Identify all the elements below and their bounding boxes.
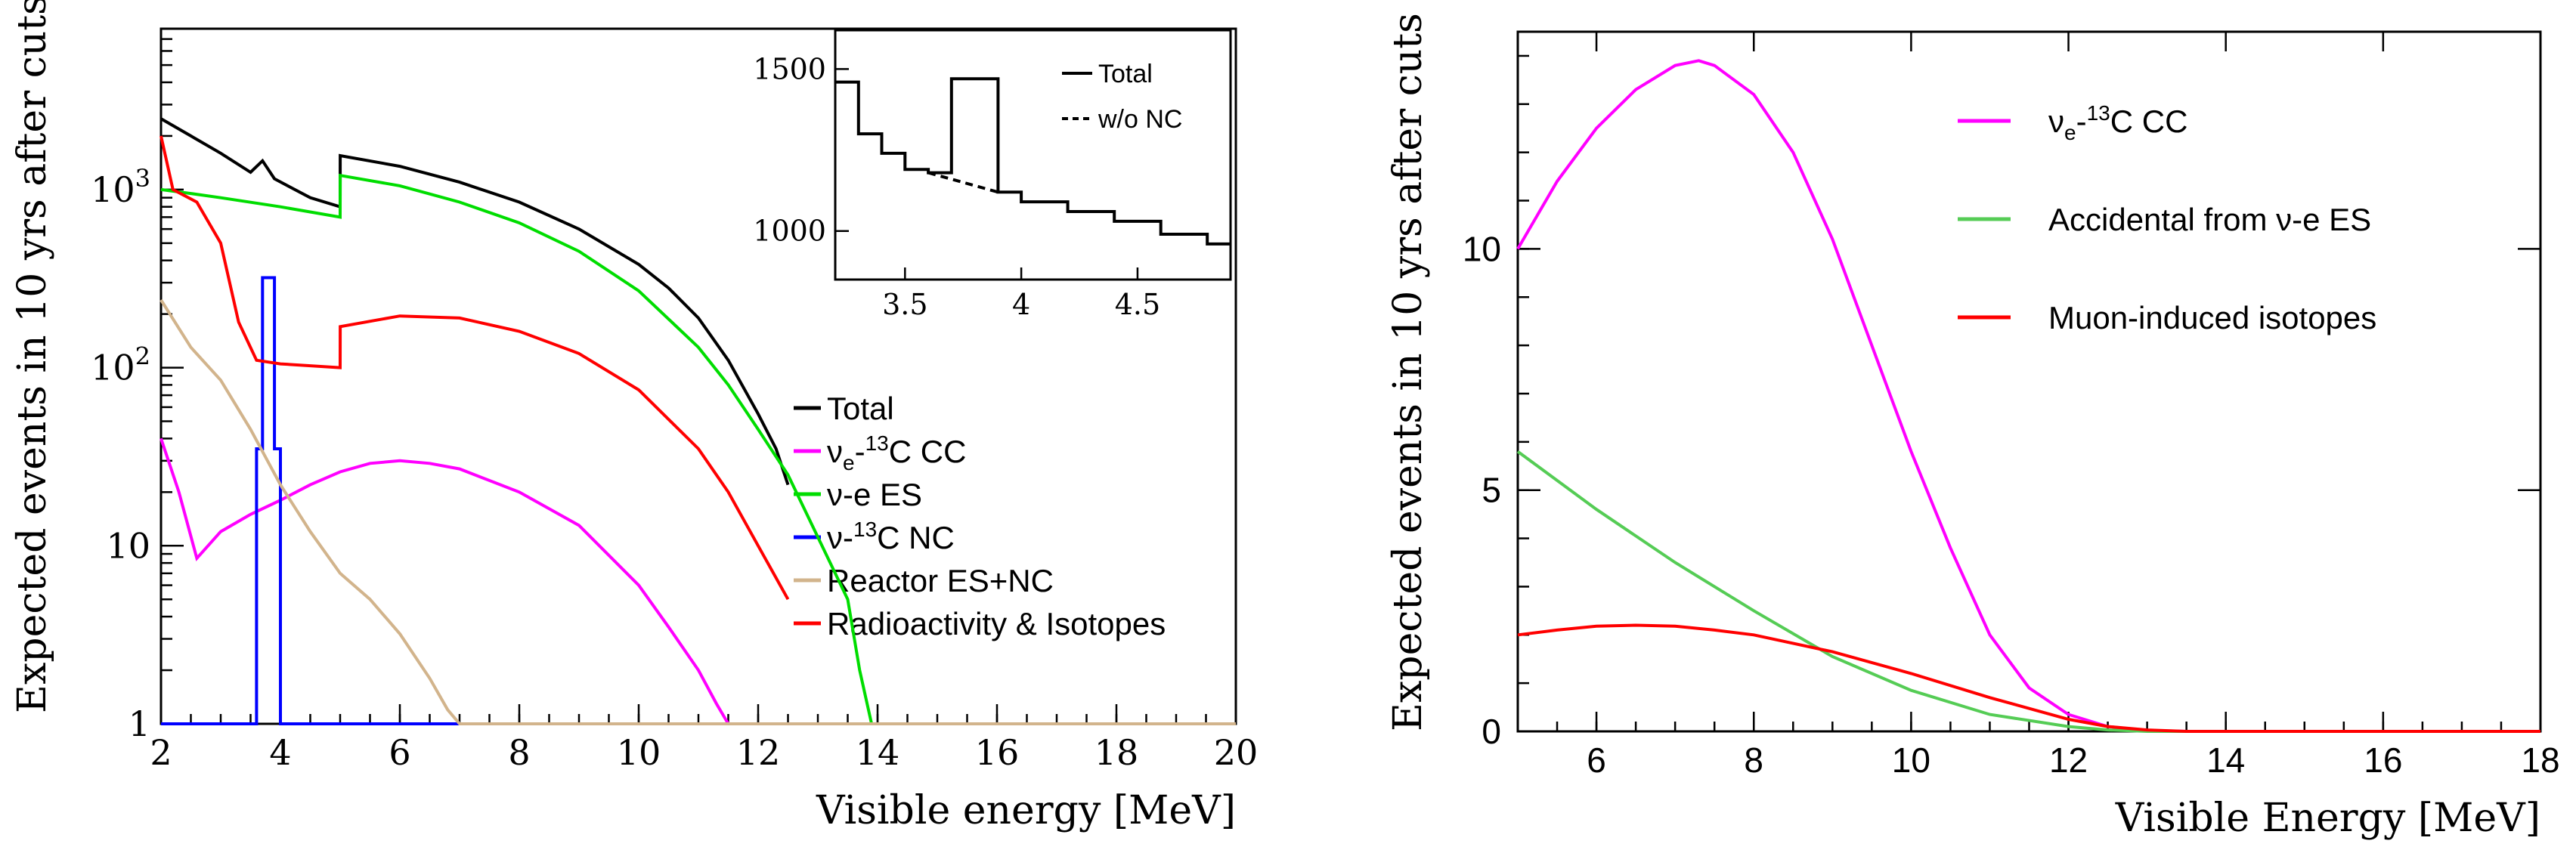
series-total (160, 117, 790, 486)
left-x-axis-title: Visible energy [MeV] (816, 788, 1236, 833)
right-y-axis-title: Expected events in 10 yrs after cuts (1386, 13, 1431, 731)
legend-label: νe-13C CC (2048, 101, 2187, 144)
legend-label: νe-13C CC (827, 431, 966, 474)
left-legend-background (786, 382, 1232, 646)
x-tick-label: 10 (1892, 740, 1930, 780)
left-chart: 2 4 6 8 10 12 14 16 18 20 1 10 102 103 Visible energy … (10, 0, 1258, 833)
series-muon-induced-isotopes (1517, 623, 2540, 733)
legend-label: Muon-induced isotopes (2048, 300, 2376, 335)
x-tick-label: 8 (508, 732, 530, 773)
y-tick-label: 1 (128, 703, 150, 744)
x-tick-label: 2 (150, 732, 172, 773)
x-tick-label: 16 (2364, 740, 2402, 780)
series-v-e-es (160, 173, 874, 725)
x-tick-label: 12 (736, 732, 781, 773)
y-tick-label: 103 (91, 164, 150, 210)
left-legend: Total νe-13C CCν-e ES ν-13C NC Reactor ES+N… (786, 382, 1232, 646)
series-ve-13c-cc (159, 437, 730, 725)
inset-legend-label: w/o NC (1098, 105, 1182, 134)
left-y-axis-title: Expected events in 10 yrs after cuts (10, 0, 55, 713)
x-tick-label: 6 (389, 732, 410, 773)
series-ve-13c-cc (1516, 59, 2540, 733)
right-chart: 6 8 10 12 14 16 18 0 5 10 Visible Energy [MeV] Expe… (1386, 13, 2560, 841)
right-series (1516, 59, 2540, 733)
x-tick-label: 16 (975, 732, 1020, 773)
x-tick-label: 12 (2049, 740, 2088, 780)
series-v-13c-nc (161, 276, 1236, 725)
legend-label: Accidental from ν-e ES (2048, 202, 2371, 237)
x-tick-label: 14 (856, 732, 900, 773)
x-tick-label: 18 (2521, 740, 2559, 780)
inset-background (835, 30, 1231, 280)
x-tick-label: 18 (1094, 732, 1139, 773)
inset-legend-label: Total (1098, 60, 1153, 88)
series-radioactivity-isotopes (159, 135, 790, 601)
inset-series-total (835, 77, 1231, 246)
legend-label: Total (827, 391, 894, 426)
x-tick-label: 6 (1587, 740, 1606, 780)
y-tick-label: 0 (1482, 712, 1501, 751)
right-legend: νe-13C CC Accidental from ν-e ES Muon-indu… (1958, 101, 2376, 335)
inset-frame (834, 29, 1232, 281)
y-tick-label: 10 (1463, 229, 1501, 268)
inset-x-tick-label: 4.5 (1115, 288, 1160, 321)
inset-y-tick-label: 1500 (753, 52, 826, 85)
y-tick-label: 10 (106, 525, 150, 566)
inset-y-tick-label: 1000 (753, 215, 826, 248)
left-series (159, 117, 1236, 725)
legend-label: Radioactivity & Isotopes (827, 606, 1166, 641)
legend-label: Reactor ES+NC (827, 563, 1054, 598)
series-reactor-es-nc (159, 298, 1236, 725)
x-tick-label: 8 (1744, 740, 1763, 780)
inset-x-tick-label: 3.5 (882, 288, 927, 321)
x-tick-label: 20 (1214, 732, 1259, 773)
series-accidental-from-v-e-es (1516, 450, 2540, 733)
legend-label: ν-e ES (827, 477, 922, 512)
inset-x-tick-label: 4 (1012, 288, 1030, 321)
x-tick-label: 4 (269, 732, 291, 773)
x-tick-label: 10 (617, 732, 661, 773)
right-x-axis-title: Visible Energy [MeV] (2115, 796, 2540, 841)
x-tick-label: 14 (2206, 740, 2245, 780)
y-tick-label: 5 (1482, 471, 1501, 510)
left-inset: 3.5 4 4.5 1000 1500 Total w/o NC (753, 29, 1232, 321)
legend-label: ν-13C NC (827, 518, 955, 555)
y-tick-label: 102 (91, 342, 150, 388)
